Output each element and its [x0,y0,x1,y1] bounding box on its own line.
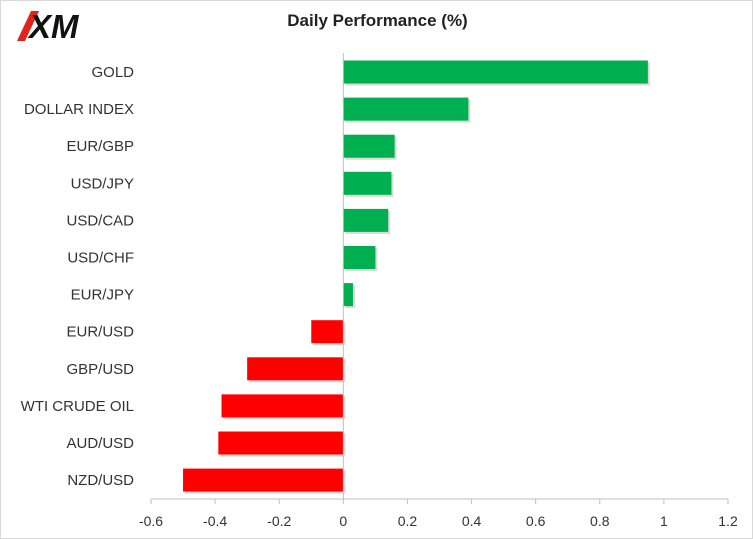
bar-usd-chf [343,246,376,269]
x-tick-label: 0.2 [398,513,418,529]
category-label: WTI CRUDE OIL [21,398,134,415]
xm-logo-text: XM [27,8,80,45]
x-tick-label: -0.4 [203,513,227,529]
bar-eur-jpy [343,283,353,307]
x-tick-label: 1.2 [718,513,738,529]
category-label: GBP/USD [66,361,134,378]
bar-gbp-usd [247,357,344,381]
xm-logo-icon: XM [17,8,80,45]
category-label: GOLD [91,64,134,81]
bar-eur-usd [311,320,344,344]
category-label: USD/CHF [67,250,134,267]
bar-usd-jpy [343,171,392,195]
category-label: DOLLAR INDEX [24,101,134,118]
category-label: AUD/USD [66,435,134,452]
bar-eur-gbp [343,134,395,158]
category-label: EUR/JPY [71,287,134,304]
x-tick-label: 1 [660,513,668,529]
bar-dollar-index [343,97,469,121]
x-tick-label: -0.6 [139,513,163,529]
x-tick-label: 0.4 [462,513,482,529]
x-tick-label: 0.8 [590,513,610,529]
x-tick-label: 0 [339,513,347,529]
bar-aud-usd [218,431,344,455]
chart-title: Daily Performance (%) [287,11,468,30]
bar-wti-crude-oil [221,394,344,418]
category-label: USD/JPY [71,175,134,192]
bar-nzd-usd [183,468,344,492]
bar-usd-cad [343,208,389,232]
x-tick-label: 0.6 [526,513,546,529]
category-label: EUR/GBP [66,138,134,155]
x-tick-label: -0.2 [267,513,291,529]
category-label: EUR/USD [66,324,134,341]
category-label: USD/CAD [66,212,134,229]
category-label: NZD/USD [67,472,134,489]
bar-gold [343,60,648,84]
